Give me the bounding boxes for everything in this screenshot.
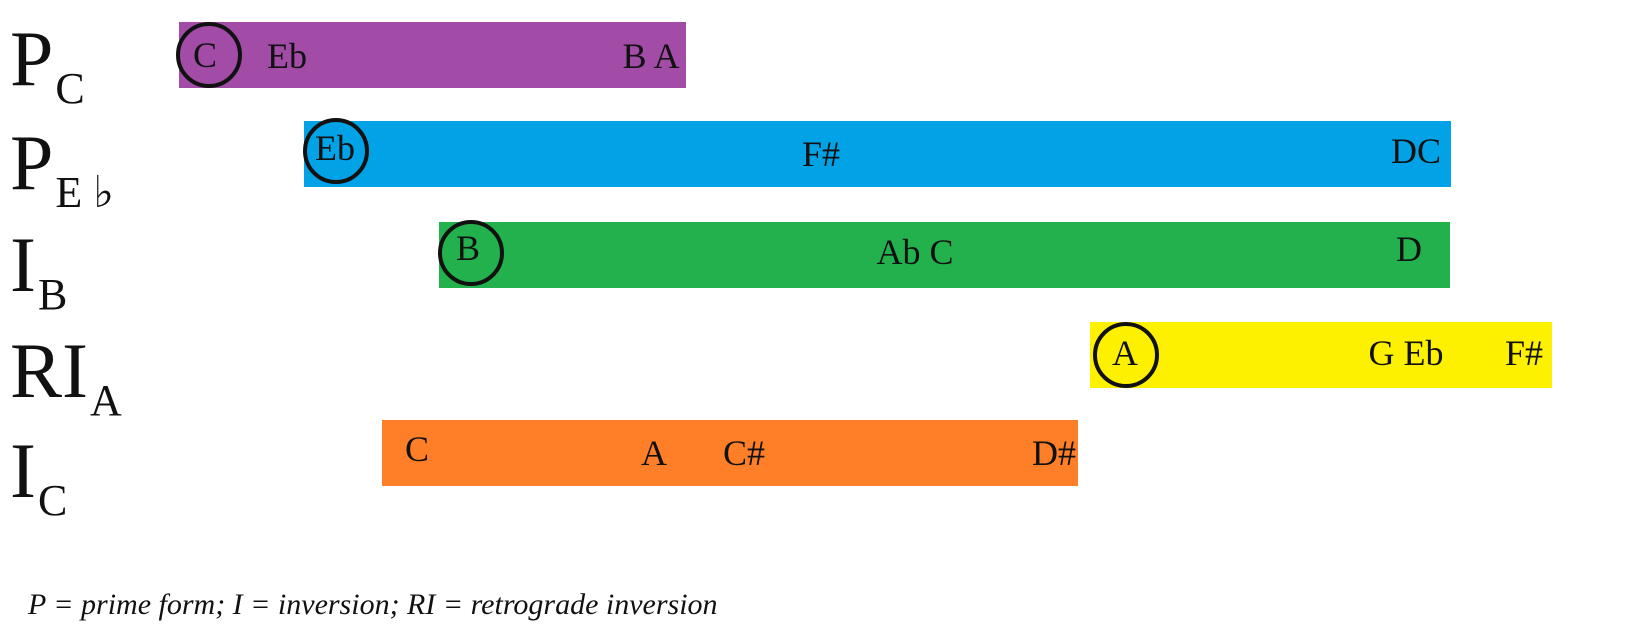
row-label-sub: C <box>55 64 85 113</box>
note-label: B <box>455 228 481 268</box>
row-label-pc: PC <box>10 15 85 111</box>
start-circle-ib <box>438 220 504 286</box>
row-label-sub: A <box>90 376 122 425</box>
note-label: F# <box>801 134 841 174</box>
start-circle-ria <box>1093 322 1159 388</box>
note-label: D# <box>1032 433 1076 473</box>
row-label-base: P <box>10 15 54 102</box>
row-label-base: I <box>10 427 36 514</box>
start-circle-pc <box>176 22 242 88</box>
note-label: A <box>641 433 667 473</box>
note-label: B A <box>622 36 680 76</box>
row-bar-ria <box>1090 322 1552 388</box>
start-circle-peb <box>303 118 369 184</box>
note-label: D <box>1396 229 1422 269</box>
note-label: F# <box>1504 333 1544 373</box>
row-label-ib: IB <box>10 221 67 317</box>
row-label-sub: E ♭ <box>55 168 115 217</box>
row-label-base: P <box>10 119 54 206</box>
row-bar-ic <box>382 420 1078 486</box>
row-bar-ib <box>439 222 1450 288</box>
note-label: Ab C <box>876 232 954 272</box>
note-label: G Eb <box>1368 333 1444 373</box>
row-bar-pc <box>179 22 686 88</box>
note-label: C <box>192 35 218 75</box>
legend-caption: P = prime form; I = inversion; RI = retr… <box>28 588 718 621</box>
note-label: Eb <box>315 128 355 168</box>
row-label-peb: PE ♭ <box>10 119 114 215</box>
row-bar-peb <box>304 121 1451 187</box>
note-label: DC <box>1390 131 1442 171</box>
row-label-sub: C <box>37 476 68 525</box>
note-label: C# <box>722 433 766 473</box>
row-label-base: RI <box>10 327 88 414</box>
row-label-ria: RIA <box>10 327 122 423</box>
row-label-sub: B <box>37 270 68 319</box>
note-label: A <box>1112 333 1138 373</box>
note-label: C <box>404 429 430 469</box>
note-label: Eb <box>267 36 307 76</box>
row-label-base: I <box>10 221 36 308</box>
row-label-ic: IC <box>10 427 67 523</box>
